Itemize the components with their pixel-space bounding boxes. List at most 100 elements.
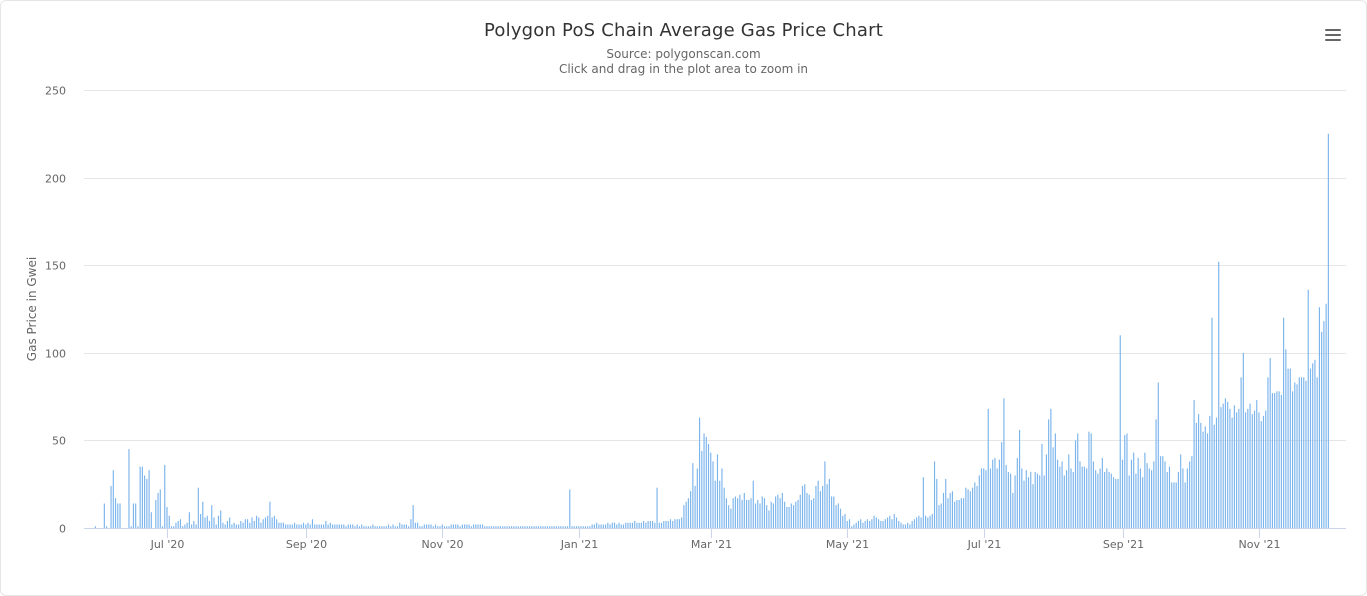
bar[interactable] bbox=[1220, 407, 1222, 528]
bar[interactable] bbox=[231, 524, 233, 529]
bar[interactable] bbox=[1238, 408, 1240, 528]
bar[interactable] bbox=[208, 520, 211, 528]
bar[interactable] bbox=[168, 515, 170, 528]
bar[interactable] bbox=[486, 526, 488, 528]
bar[interactable] bbox=[929, 515, 931, 528]
bar[interactable] bbox=[1153, 461, 1155, 528]
bar[interactable] bbox=[432, 526, 434, 528]
bar[interactable] bbox=[942, 492, 945, 528]
bar[interactable] bbox=[374, 526, 376, 528]
bar[interactable] bbox=[392, 524, 394, 529]
bar[interactable] bbox=[1271, 393, 1273, 528]
bar[interactable] bbox=[748, 499, 750, 528]
bar[interactable] bbox=[582, 526, 584, 528]
bar[interactable] bbox=[555, 526, 557, 528]
bar[interactable] bbox=[159, 489, 161, 528]
bar[interactable] bbox=[430, 524, 432, 529]
bar[interactable] bbox=[461, 524, 463, 529]
bar[interactable] bbox=[1312, 363, 1314, 528]
bar[interactable] bbox=[931, 513, 933, 528]
bar[interactable] bbox=[332, 524, 334, 529]
bar[interactable] bbox=[1202, 431, 1204, 528]
bar[interactable] bbox=[1130, 459, 1133, 528]
bar[interactable] bbox=[687, 498, 689, 528]
bar[interactable] bbox=[264, 517, 267, 528]
bar[interactable] bbox=[457, 524, 459, 529]
bar[interactable] bbox=[401, 524, 403, 529]
bar[interactable] bbox=[146, 478, 148, 528]
bar[interactable] bbox=[792, 505, 795, 528]
bar[interactable] bbox=[1274, 393, 1276, 528]
bar[interactable] bbox=[1142, 477, 1144, 528]
bar[interactable] bbox=[206, 515, 208, 528]
bar[interactable] bbox=[103, 503, 105, 528]
bar[interactable] bbox=[978, 475, 980, 528]
bar[interactable] bbox=[826, 484, 828, 528]
bar[interactable] bbox=[542, 526, 544, 528]
bar[interactable] bbox=[459, 526, 461, 528]
bar[interactable] bbox=[242, 522, 244, 528]
bar[interactable] bbox=[1300, 377, 1303, 528]
bar[interactable] bbox=[343, 524, 345, 529]
bar[interactable] bbox=[1265, 410, 1267, 528]
bar[interactable] bbox=[1215, 417, 1218, 528]
bar[interactable] bbox=[625, 522, 627, 528]
bar[interactable] bbox=[904, 524, 907, 529]
bar[interactable] bbox=[745, 499, 748, 528]
bar[interactable] bbox=[345, 526, 347, 528]
bar[interactable] bbox=[1052, 447, 1054, 528]
bar[interactable] bbox=[1204, 426, 1206, 528]
bar[interactable] bbox=[182, 526, 184, 528]
bar[interactable] bbox=[479, 524, 481, 529]
bar[interactable] bbox=[323, 524, 325, 529]
bar[interactable] bbox=[1021, 468, 1023, 528]
bar[interactable] bbox=[759, 503, 761, 528]
bar[interactable] bbox=[1242, 352, 1244, 528]
bar[interactable] bbox=[703, 433, 705, 528]
bar[interactable] bbox=[938, 505, 940, 528]
bar[interactable] bbox=[220, 510, 222, 528]
bar[interactable] bbox=[714, 480, 716, 528]
bar[interactable] bbox=[1039, 475, 1041, 528]
bar[interactable] bbox=[692, 463, 694, 528]
bar[interactable] bbox=[475, 524, 477, 529]
bar[interactable] bbox=[940, 503, 942, 528]
bar[interactable] bbox=[132, 503, 135, 528]
bar[interactable] bbox=[414, 522, 416, 528]
bar[interactable] bbox=[506, 526, 508, 528]
bar[interactable] bbox=[913, 519, 915, 528]
bar[interactable] bbox=[367, 526, 369, 528]
bar[interactable] bbox=[450, 524, 452, 529]
bar[interactable] bbox=[976, 485, 978, 528]
bar[interactable] bbox=[857, 520, 860, 528]
bar[interactable] bbox=[618, 522, 620, 528]
bar[interactable] bbox=[179, 519, 181, 528]
bar[interactable] bbox=[580, 526, 582, 528]
bar[interactable] bbox=[141, 466, 143, 528]
bar[interactable] bbox=[423, 524, 425, 529]
bar[interactable] bbox=[173, 526, 175, 528]
bar[interactable] bbox=[372, 524, 374, 529]
bar[interactable] bbox=[963, 498, 965, 528]
bar[interactable] bbox=[499, 526, 501, 528]
bar[interactable] bbox=[1291, 391, 1294, 528]
bar[interactable] bbox=[1070, 468, 1072, 528]
bar[interactable] bbox=[1316, 377, 1318, 528]
bar[interactable] bbox=[560, 526, 562, 528]
bar[interactable] bbox=[191, 524, 193, 529]
bar[interactable] bbox=[918, 515, 920, 528]
bar[interactable] bbox=[1244, 412, 1247, 528]
bar[interactable] bbox=[589, 526, 591, 528]
bar[interactable] bbox=[927, 517, 929, 528]
bar[interactable] bbox=[690, 491, 692, 528]
bar[interactable] bbox=[477, 524, 479, 529]
bar[interactable] bbox=[967, 489, 969, 528]
bar[interactable] bbox=[1050, 408, 1052, 528]
bar[interactable] bbox=[385, 526, 387, 528]
bar[interactable] bbox=[434, 524, 437, 529]
bar[interactable] bbox=[439, 526, 441, 528]
bar[interactable] bbox=[1074, 440, 1077, 528]
bar[interactable] bbox=[1121, 459, 1124, 528]
bar[interactable] bbox=[387, 524, 390, 529]
bar[interactable] bbox=[790, 503, 792, 528]
